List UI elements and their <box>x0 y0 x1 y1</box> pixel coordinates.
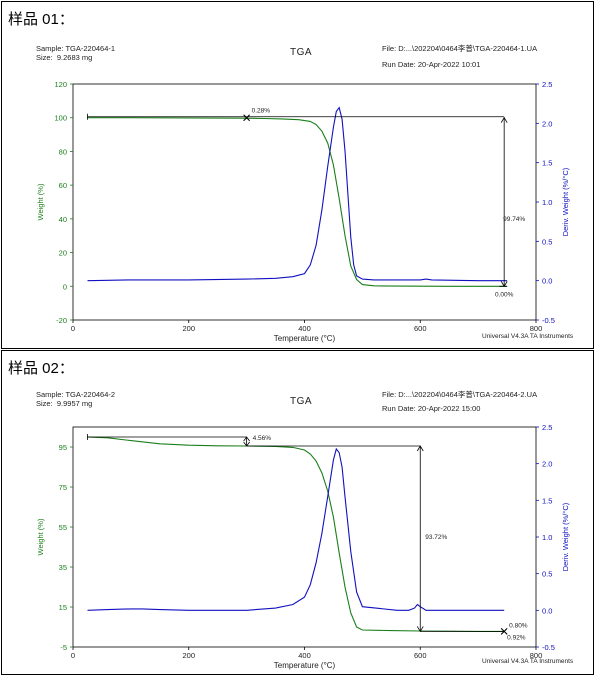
panel-title: 样品 02： <box>8 360 74 377</box>
x-axis-label: Temperature (°C) <box>274 334 336 343</box>
sample-label: Sample: TGA-220464-1 <box>36 44 116 53</box>
x-tick-label: 0 <box>71 324 75 333</box>
chart-panel-2: 样品 02： Sample: TGA-220464-2 Size: 9.9957… <box>1 350 594 675</box>
x-tick-label: 800 <box>530 651 543 660</box>
y2-tick-label: 0.5 <box>542 570 552 579</box>
y-tick-label: 95 <box>59 443 67 452</box>
x-tick-label: 400 <box>298 651 311 660</box>
tga-chart-1: 0 200 400 600 800 -20 0 20 40 60 80 100 120 -0.5 0.0 0.… <box>36 80 570 343</box>
arrow-head <box>243 436 250 447</box>
deriv-weight-line <box>87 447 505 611</box>
x-tick-label: 600 <box>414 324 427 333</box>
x-axis-label: Temperature (°C) <box>274 661 336 670</box>
plot-frame <box>72 426 537 648</box>
x-tick-label: 400 <box>298 324 311 333</box>
footer-label: Universal V4.3A TA Instruments <box>482 658 574 665</box>
y-axis-label: Weight (%) <box>36 183 45 220</box>
annotation-label: 0.80% <box>509 622 528 629</box>
x-tick-label: 800 <box>530 324 543 333</box>
y-tick-label: 15 <box>59 603 67 612</box>
y2-tick-label: 0.5 <box>542 237 552 246</box>
weight-line <box>87 436 505 632</box>
panel-title: 样品 01： <box>8 11 74 28</box>
cross-marker <box>500 628 508 635</box>
annotation-label: 4.56% <box>253 435 272 442</box>
y2-axis-label: Deriv. Weight (%/°C) <box>561 167 570 236</box>
file-label: File: D:...\202204\0464李普\TGA-220464-2.U… <box>382 390 538 399</box>
y-tick-label: 40 <box>59 215 67 224</box>
header-center: TGA <box>290 396 313 407</box>
weight-line <box>87 117 508 287</box>
y2-tick-label: -0.5 <box>542 316 555 325</box>
x-tick-label: 0 <box>71 651 75 660</box>
tga-chart-2: 0 200 400 600 800 -5 15 35 55 75 95 -0.5 0.0 0.5 1.0 1.… <box>36 423 570 670</box>
y2-axis-label: Deriv. Weight (%/°C) <box>561 502 570 571</box>
y-tick-label: 35 <box>59 563 67 572</box>
annotation-label: 0.28% <box>252 108 271 115</box>
y2-tick-label: 2.0 <box>542 460 552 469</box>
x-tick-label: 200 <box>182 324 195 333</box>
y-tick-label: 55 <box>59 523 67 532</box>
y2-tick-label: 0.0 <box>542 277 552 286</box>
cross-marker <box>243 114 251 122</box>
y2-tick-label: 0.0 <box>542 606 552 615</box>
y-tick-label: 75 <box>59 483 67 492</box>
arrow-head <box>500 281 508 288</box>
size-label: Size: 9.2683 mg <box>36 53 93 62</box>
y2-tick-label: 1.0 <box>542 198 552 207</box>
plot-frame <box>72 83 537 321</box>
y2-tick-label: 1.5 <box>542 159 552 168</box>
y-tick-label: -20 <box>56 316 67 325</box>
annotation-label: 99.74% <box>503 216 525 223</box>
y-tick-label: 80 <box>59 147 67 156</box>
y2-tick-label: 2.5 <box>542 80 552 89</box>
y-axis-label: Weight (%) <box>36 518 45 555</box>
y2-tick-label: 1.0 <box>542 533 552 542</box>
size-label: Size: 9.9957 mg <box>36 399 93 408</box>
y-tick-label: 20 <box>59 249 67 258</box>
file-label: File: D:...\202204\0464李普\TGA-220464-1.U… <box>382 44 538 53</box>
arrow-head <box>500 116 508 123</box>
x-tick-label: 200 <box>182 651 195 660</box>
y-tick-label: 100 <box>54 114 67 123</box>
annotation-label: 0.92% <box>507 634 526 641</box>
annotation-label: 0.00% <box>495 291 514 298</box>
y2-tick-label: 1.5 <box>542 496 552 505</box>
y2-tick-label: 2.0 <box>542 119 552 128</box>
y2-tick-label: -0.5 <box>542 643 555 652</box>
chart-panel-1: 样品 01： Sample: TGA-220464-1 Size: 9.2683… <box>1 1 594 349</box>
x-tick-label: 600 <box>414 651 427 660</box>
footer-label: Universal V4.3A TA Instruments <box>482 333 574 340</box>
y-tick-label: 120 <box>54 80 67 89</box>
deriv-weight-line <box>87 106 508 282</box>
run-date-label: Run Date: 20-Apr-2022 10:01 <box>382 60 481 69</box>
y-tick-label: 0 <box>63 282 67 291</box>
y-tick-label: -5 <box>60 643 67 652</box>
sample-label: Sample: TGA-220464-2 <box>36 390 116 399</box>
annotation-label: 93.72% <box>425 534 447 541</box>
y2-tick-label: 2.5 <box>542 423 552 432</box>
y-tick-label: 60 <box>59 181 67 190</box>
run-date-label: Run Date: 20-Apr-2022 15:00 <box>382 404 481 413</box>
header-center: TGA <box>290 47 313 58</box>
